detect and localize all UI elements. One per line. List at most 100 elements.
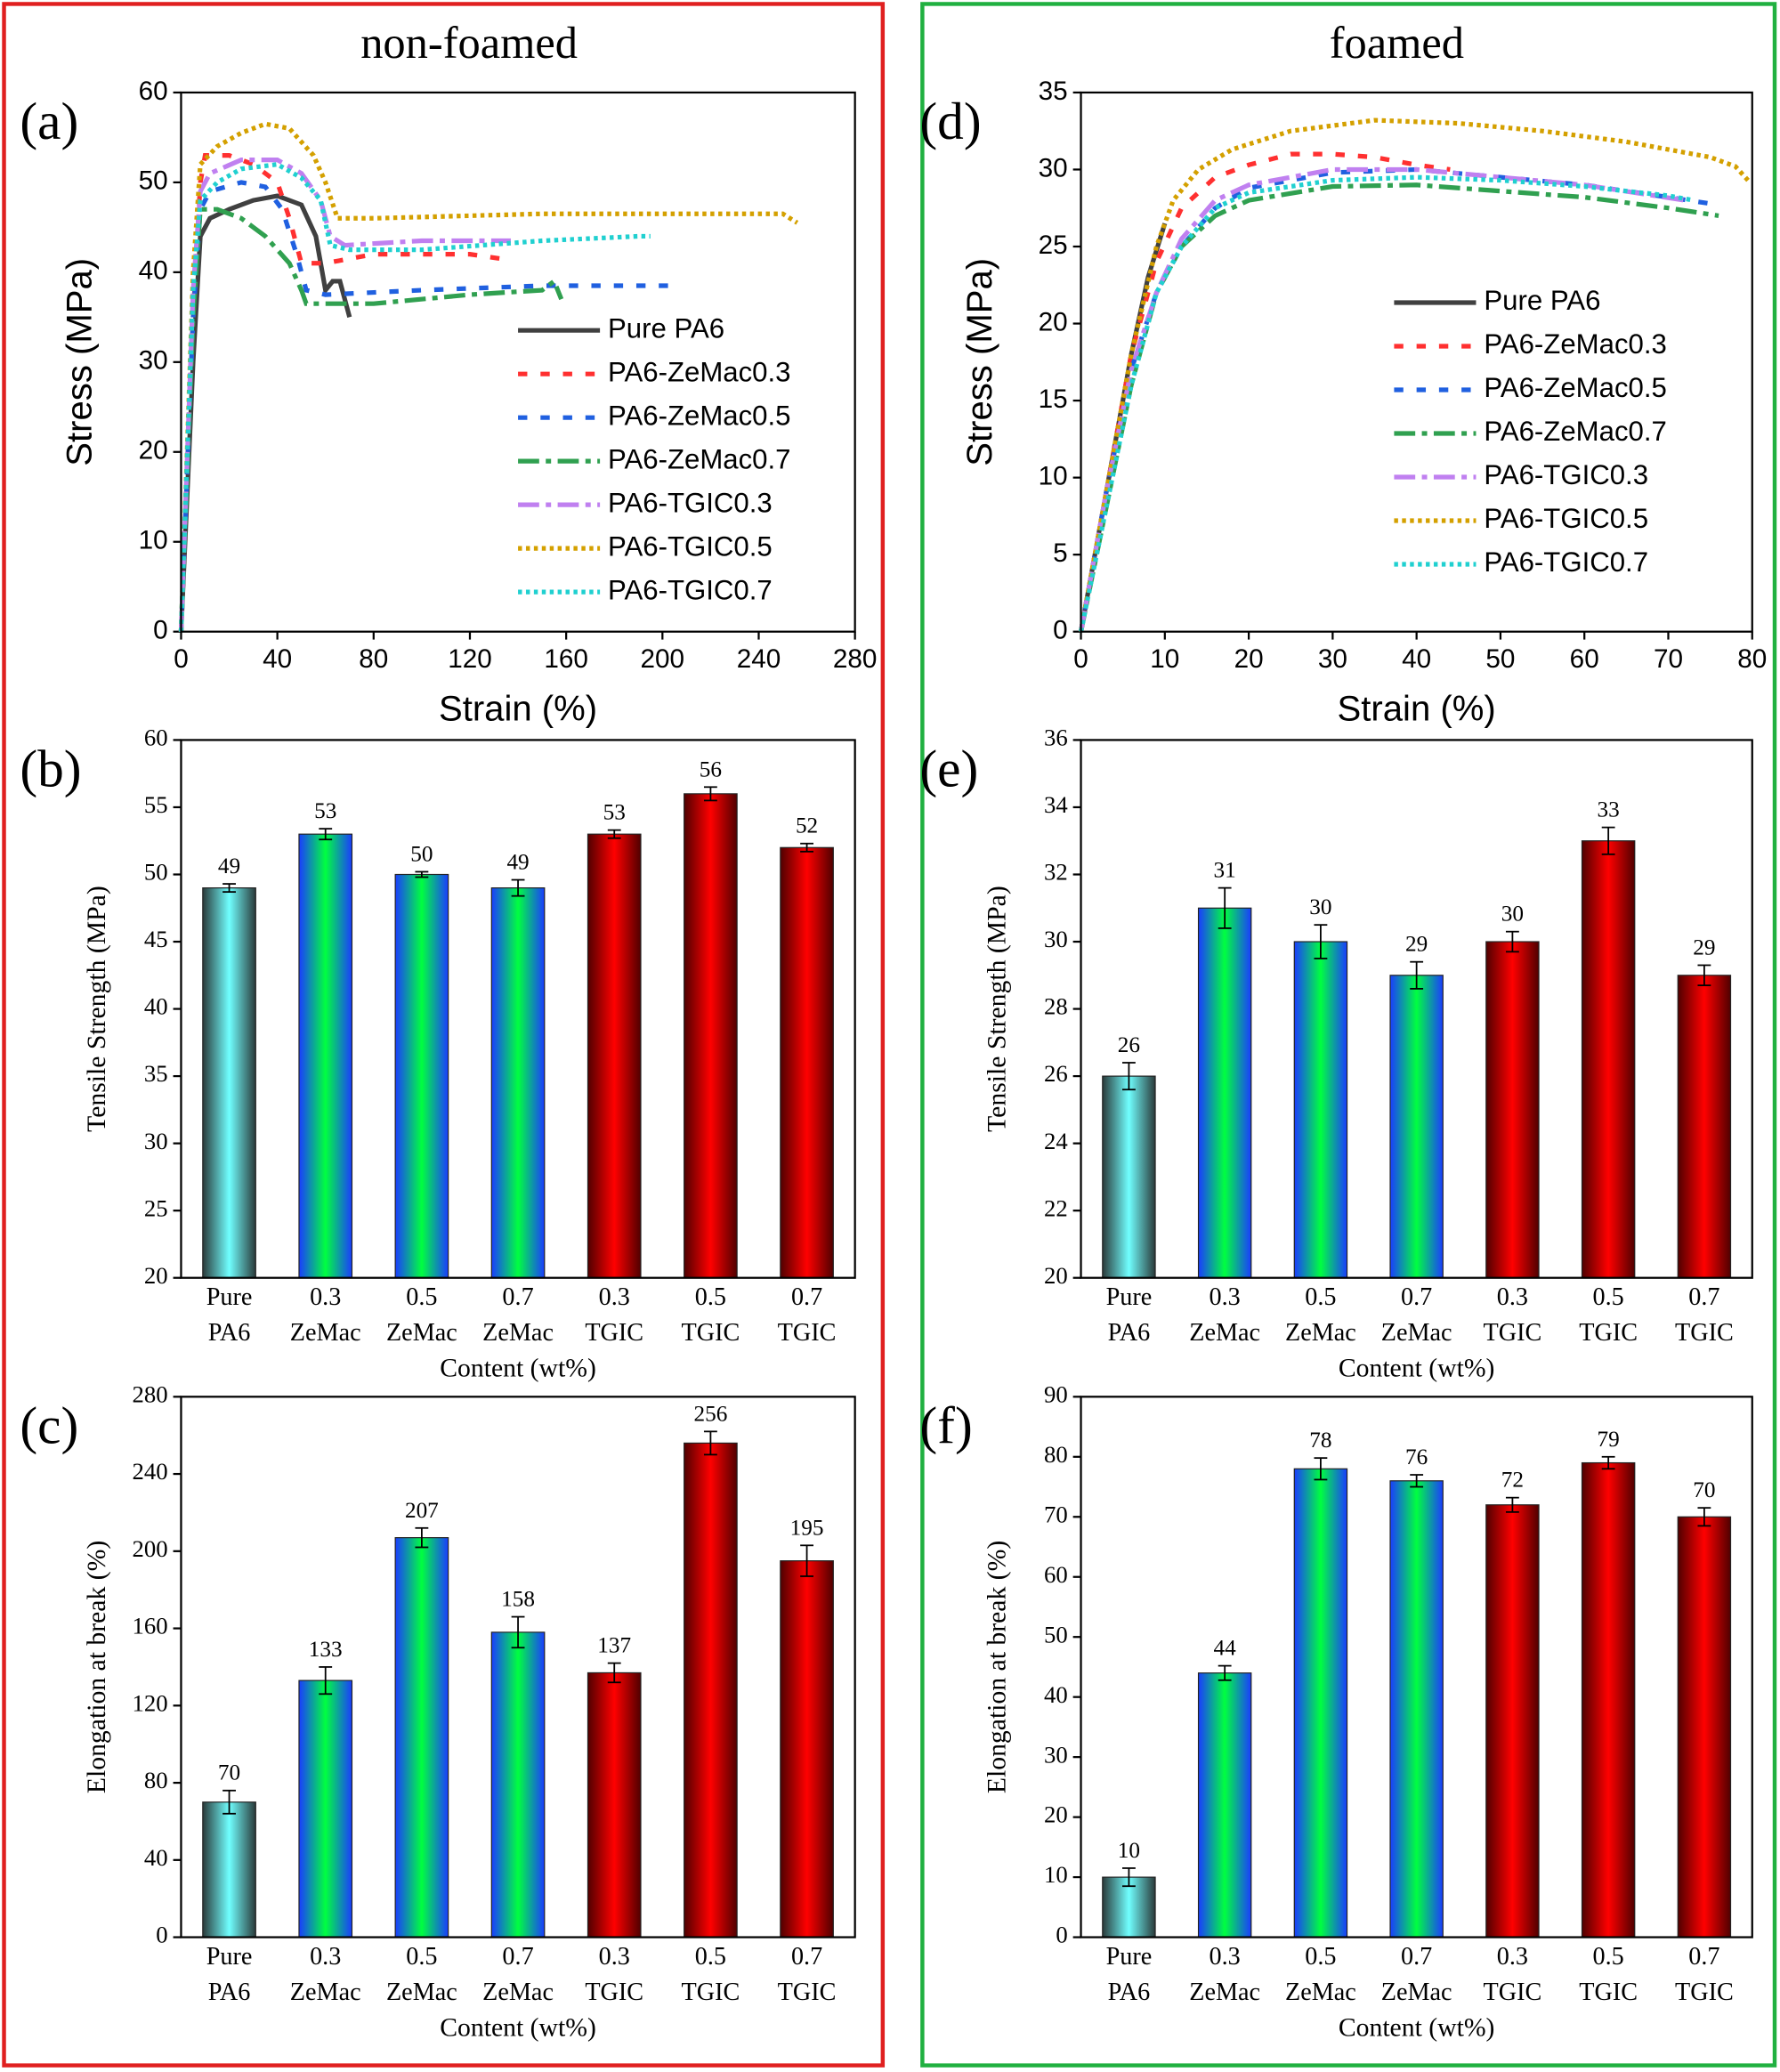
y-axis-title: Stress (MPa)	[960, 258, 999, 466]
y-tick-label: 45	[144, 926, 168, 952]
x-tick-label: 0.3	[1210, 1283, 1241, 1311]
x-tick-label: 280	[833, 644, 878, 674]
value-label: 26	[1118, 1033, 1140, 1057]
x-tick-label: 0.7	[791, 1943, 822, 1971]
x-tick-label: TGIC	[1675, 1319, 1734, 1347]
x-tick-label: 0.5	[1593, 1943, 1624, 1971]
error-bar	[1410, 1474, 1424, 1488]
y-tick-label: 24	[1044, 1128, 1068, 1154]
x-tick-label: ZeMac	[386, 1979, 457, 2006]
y-tick-label: 32	[1044, 859, 1068, 886]
x-tick-label: ZeMac	[1381, 1979, 1452, 2006]
frame	[920, 2, 1777, 2068]
y-tick-label: 20	[144, 1262, 168, 1289]
y-axis-title: Stress (MPa)	[61, 258, 100, 466]
x-axis-title: Content (wt%)	[440, 1354, 596, 1382]
plot-frame	[180, 739, 856, 1279]
x-tick-label: 40	[263, 644, 292, 674]
x-tick-label: 0.3	[599, 1943, 630, 1971]
legend-label: PA6-TGIC0.5	[1484, 503, 1648, 534]
legend-label: Pure PA6	[1484, 285, 1600, 316]
x-tick-label: 0.7	[791, 1283, 822, 1311]
y-tick-label: 80	[144, 1767, 168, 1793]
bar	[684, 793, 738, 1279]
x-tick-label: 0.7	[1401, 1283, 1432, 1311]
x-tick-label: 0.7	[502, 1283, 533, 1311]
value-label: 30	[1501, 902, 1524, 927]
x-tick-label: TGIC	[778, 1319, 837, 1347]
legend-label: Pure PA6	[608, 312, 724, 344]
legend-label: PA6-ZeMac0.5	[1484, 372, 1666, 403]
x-tick-label: Pure	[206, 1943, 253, 1971]
bar	[1293, 941, 1348, 1279]
x-tick-label: 0.5	[695, 1943, 726, 1971]
x-tick-label: Pure	[206, 1283, 253, 1311]
x-axis-title: Content (wt%)	[1339, 1354, 1495, 1382]
x-tick-label: TGIC	[585, 1979, 643, 2006]
x-tick-label: ZeMac	[482, 1979, 554, 2006]
bar	[298, 833, 353, 1279]
error-bar	[1121, 1867, 1136, 1888]
error-bar	[222, 883, 236, 894]
x-tick-label: 160	[544, 644, 588, 674]
value-label: 50	[410, 842, 433, 866]
y-tick-label: 10	[1039, 461, 1068, 490]
value-label: 49	[218, 854, 240, 878]
plot-frame	[1080, 1396, 1753, 1938]
panel-label: (d)	[919, 92, 981, 150]
error-bar	[703, 786, 717, 802]
x-axis-title: Strain (%)	[439, 689, 597, 728]
y-tick-label: 10	[1044, 1861, 1068, 1888]
x-tick-label: 0.3	[1210, 1943, 1241, 1971]
y-tick-label: 0	[153, 616, 168, 645]
x-tick-label: 20	[1234, 644, 1264, 674]
x-tick-label: 10	[1150, 644, 1179, 674]
x-tick-label: 0.5	[1305, 1283, 1336, 1311]
x-tick-label: 70	[1654, 644, 1683, 674]
error-bar	[800, 1544, 813, 1577]
panel-label: (a)	[20, 92, 78, 150]
value-label: 79	[1598, 1428, 1620, 1452]
y-tick-label: 160	[133, 1613, 168, 1639]
bar	[1581, 1461, 1636, 1938]
bar	[1485, 941, 1540, 1279]
legend-label: PA6-ZeMac0.5	[608, 400, 790, 431]
bar	[1102, 1876, 1156, 1938]
x-tick-label: 0.7	[1401, 1943, 1432, 1971]
x-tick-label: TGIC	[1675, 1979, 1734, 2006]
x-tick-label: 0.3	[310, 1943, 341, 1971]
bar	[587, 833, 642, 1279]
value-label: 53	[603, 801, 626, 825]
panel-label: (b)	[20, 740, 81, 798]
x-tick-label: TGIC	[778, 1979, 837, 2006]
y-tick-label: 26	[1044, 1060, 1068, 1087]
x-axis-title: Strain (%)	[1338, 689, 1496, 728]
y-tick-label: 35	[144, 1060, 168, 1087]
x-tick-label: 40	[1402, 644, 1431, 674]
y-tick-label: 10	[139, 526, 168, 555]
x-tick-label: ZeMac	[1285, 1319, 1356, 1347]
x-tick-label: 60	[1570, 644, 1599, 674]
series-line	[178, 121, 799, 632]
legend-label: PA6-ZeMac0.7	[608, 443, 790, 474]
x-tick-label: Pure	[1106, 1943, 1153, 1971]
value-label: 52	[796, 814, 818, 838]
y-axis-title: Tensile Strength (MPa)	[83, 886, 111, 1132]
panel-title: foamed	[1330, 18, 1464, 68]
y-tick-label: 200	[133, 1535, 168, 1562]
y-tick-label: 0	[1053, 616, 1068, 645]
bar	[202, 1801, 256, 1938]
series-line	[178, 206, 564, 632]
x-tick-label: 30	[1318, 644, 1347, 674]
y-tick-label: 40	[1044, 1681, 1068, 1708]
y-axis-title: Tensile Strength (MPa)	[983, 886, 1011, 1132]
error-bar	[511, 878, 525, 897]
error-bar	[1121, 1062, 1136, 1091]
error-bar	[1697, 964, 1711, 987]
value-label: 256	[693, 1402, 727, 1426]
bar	[1677, 975, 1732, 1279]
legend-label: PA6-TGIC0.7	[608, 574, 773, 605]
x-tick-label: TGIC	[1579, 1979, 1638, 2006]
x-tick-label: TGIC	[682, 1979, 740, 2006]
value-label: 29	[1405, 933, 1428, 957]
